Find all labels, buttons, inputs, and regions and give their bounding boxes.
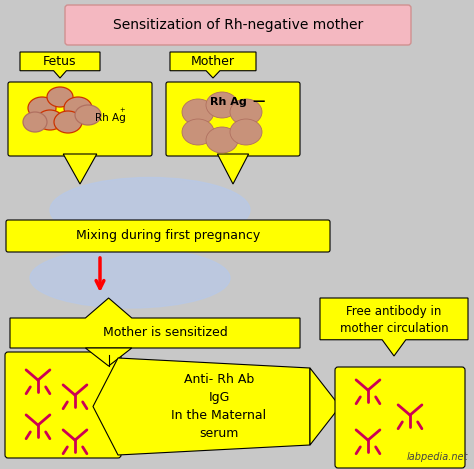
Text: Anti- Rh Ab
IgG
In the Maternal
serum: Anti- Rh Ab IgG In the Maternal serum bbox=[172, 373, 266, 440]
Polygon shape bbox=[10, 298, 300, 348]
Ellipse shape bbox=[206, 127, 238, 153]
Ellipse shape bbox=[230, 119, 262, 145]
Text: Sensitization of Rh-negative mother: Sensitization of Rh-negative mother bbox=[113, 18, 363, 32]
Text: Mother: Mother bbox=[191, 55, 235, 68]
Text: $^+$: $^+$ bbox=[118, 107, 126, 117]
Text: —: — bbox=[253, 96, 265, 108]
Polygon shape bbox=[320, 298, 468, 356]
Text: Rh Ag: Rh Ag bbox=[95, 113, 126, 123]
FancyBboxPatch shape bbox=[65, 5, 411, 45]
FancyBboxPatch shape bbox=[5, 352, 121, 458]
Ellipse shape bbox=[30, 248, 230, 308]
Text: Rh Ag: Rh Ag bbox=[210, 97, 246, 107]
Ellipse shape bbox=[182, 119, 214, 145]
Ellipse shape bbox=[64, 97, 92, 119]
FancyBboxPatch shape bbox=[335, 367, 465, 468]
Polygon shape bbox=[218, 154, 248, 184]
Ellipse shape bbox=[230, 99, 262, 125]
Ellipse shape bbox=[54, 111, 82, 133]
FancyBboxPatch shape bbox=[6, 220, 330, 252]
FancyBboxPatch shape bbox=[8, 82, 152, 156]
Ellipse shape bbox=[75, 105, 101, 125]
FancyBboxPatch shape bbox=[166, 82, 300, 156]
Polygon shape bbox=[63, 154, 97, 184]
Text: Fetus: Fetus bbox=[43, 55, 77, 68]
Polygon shape bbox=[170, 52, 256, 78]
Polygon shape bbox=[310, 368, 340, 445]
Text: Mixing during first pregnancy: Mixing during first pregnancy bbox=[76, 229, 260, 242]
Ellipse shape bbox=[23, 112, 47, 132]
Text: Mother is sensitized: Mother is sensitized bbox=[103, 326, 228, 340]
Ellipse shape bbox=[47, 87, 73, 107]
Text: labpedia.net: labpedia.net bbox=[407, 452, 468, 462]
Polygon shape bbox=[85, 348, 132, 366]
Ellipse shape bbox=[206, 92, 238, 118]
Ellipse shape bbox=[50, 177, 250, 242]
Polygon shape bbox=[93, 358, 310, 455]
Ellipse shape bbox=[182, 99, 214, 125]
Text: Free antibody in
mother circulation: Free antibody in mother circulation bbox=[340, 305, 448, 335]
Ellipse shape bbox=[37, 110, 63, 130]
Ellipse shape bbox=[28, 97, 56, 119]
Polygon shape bbox=[20, 52, 100, 78]
